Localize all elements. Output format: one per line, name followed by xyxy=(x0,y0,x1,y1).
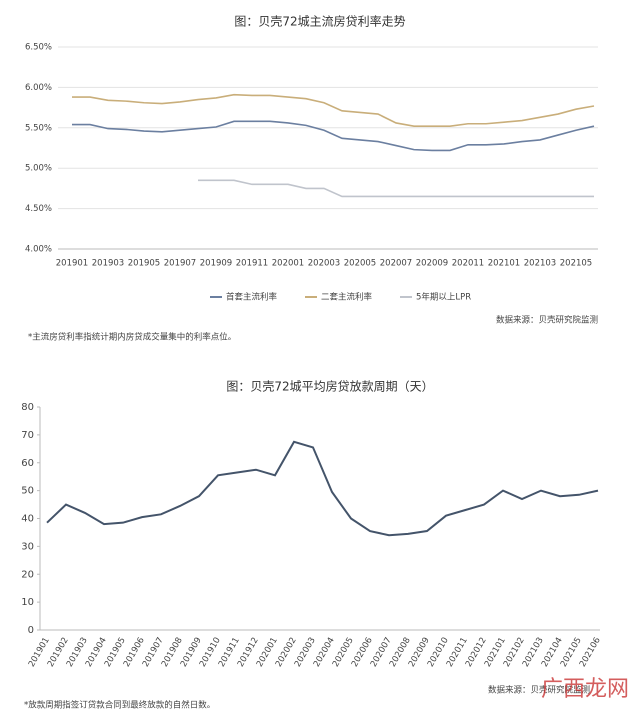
y-tick-label: 40 xyxy=(21,514,34,525)
chart-title: 图：贝壳72城平均房贷放款周期（天） xyxy=(226,379,433,394)
x-tick-label: 202001 xyxy=(272,259,304,269)
watermark: 广西龙网 xyxy=(541,677,629,702)
y-tick-label: 50 xyxy=(21,486,34,497)
y-tick-label: 20 xyxy=(21,569,34,580)
y-tick-label: 6.50% xyxy=(25,43,52,53)
legend-label: 首套主流利率 xyxy=(226,292,278,303)
y-tick-label: 5.00% xyxy=(25,164,52,174)
x-tick-label: 201911 xyxy=(236,259,268,269)
y-tick-label: 4.00% xyxy=(25,245,52,255)
x-tick-label: 202011 xyxy=(452,259,484,269)
footnote: *主流房贷利率指统计期内房贷成交量集中的利率点位。 xyxy=(28,332,236,343)
chart-title: 图：贝壳72城主流房贷利率走势 xyxy=(234,14,405,29)
x-tick-label: 202101 xyxy=(488,259,520,269)
source: 数据来源：贝壳研究院监测 xyxy=(488,685,590,696)
x-tick-label: 202007 xyxy=(380,259,412,269)
y-tick-label: 60 xyxy=(21,458,34,469)
x-tick-label: 201907 xyxy=(164,259,196,269)
x-tick-label: 201903 xyxy=(92,259,124,269)
line xyxy=(46,440,599,537)
x-tick-label: 202105 xyxy=(560,259,592,269)
y-tick-label: 4.50% xyxy=(25,204,52,214)
x-tick-label: 201909 xyxy=(200,259,232,269)
x-tick-label: 202103 xyxy=(524,259,556,269)
line xyxy=(72,93,595,127)
legend-label: 5年期以上LPR xyxy=(416,292,471,303)
legend-label: 二套主流利率 xyxy=(321,292,373,303)
y-tick-label: 80 xyxy=(21,402,34,413)
y-tick-label: 0 xyxy=(28,625,34,636)
x-tick-label: 201901 xyxy=(56,259,88,269)
source: 数据来源：贝壳研究院监测 xyxy=(496,315,598,326)
y-tick-label: 30 xyxy=(21,541,34,552)
x-tick-label: 202005 xyxy=(344,259,376,269)
y-tick-label: 6.00% xyxy=(25,83,52,93)
y-tick-label: 70 xyxy=(21,430,34,441)
line xyxy=(198,179,594,198)
x-tick-label: 201905 xyxy=(128,259,160,269)
x-tick-label: 202003 xyxy=(308,259,340,269)
y-tick-label: 10 xyxy=(21,597,34,608)
y-tick-label: 5.50% xyxy=(25,123,52,133)
line xyxy=(72,120,595,152)
x-tick-label: 202009 xyxy=(416,259,448,269)
footnote: *放款周期指签订贷款合同到最终放款的自然日数。 xyxy=(24,700,215,711)
